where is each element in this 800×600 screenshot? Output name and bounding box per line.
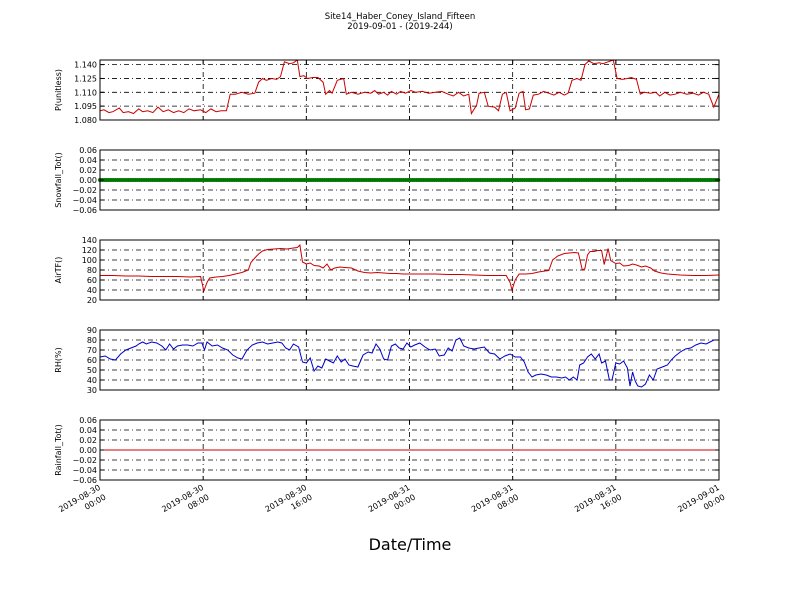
y-tick-label: 20 (87, 296, 97, 305)
y-tick-label: 0.02 (79, 166, 97, 175)
y-tick-label: 1.125 (74, 74, 97, 83)
y-tick-label: −0.06 (72, 206, 97, 215)
x-tick-label: 2019-08-3116:00 (573, 483, 623, 524)
panel-0: 1.080 1.095 1.110 1.125 1.140 P(unitless) (54, 59, 720, 125)
y-tick-label: 120 (82, 246, 97, 255)
y-tick-label: 80 (87, 336, 97, 345)
y-tick-label: 0.06 (79, 146, 97, 155)
y-tick-label: 80 (87, 266, 97, 275)
x-tick-label: 2019-08-3108:00 (470, 483, 520, 524)
y-tick-label: 0.04 (79, 426, 97, 435)
y-tick-label: −0.04 (72, 466, 97, 475)
y-tick-label: 0.06 (79, 416, 97, 425)
y-tick-label: 1.095 (74, 102, 97, 111)
x-axis-label: Date/Time (369, 535, 452, 554)
y-tick-label: −0.02 (72, 186, 97, 195)
x-tick-label: 2019-08-3100:00 (367, 483, 417, 524)
chart-title: Site14_Haber_Coney_Island_Fifteen (325, 12, 476, 22)
y-tick-label: −0.06 (72, 476, 97, 485)
y-tick-label: 1.110 (74, 88, 97, 97)
y-tick-label: 1.140 (74, 61, 97, 70)
y-tick-label: −0.04 (72, 196, 97, 205)
y-tick-label: 0.04 (79, 156, 97, 165)
y-tick-label: 60 (87, 356, 97, 365)
series-line-3 (100, 337, 719, 388)
y-axis-label: Snowfall_Tot() (54, 152, 63, 208)
y-tick-label: 40 (87, 376, 97, 385)
y-tick-label: 90 (87, 326, 97, 335)
x-tick-label: 2019-08-3000:00 (57, 483, 107, 524)
series-line-2 (100, 243, 719, 293)
y-axis-label: P(unitless) (54, 69, 63, 111)
y-tick-label: 50 (87, 366, 97, 375)
y-axis-label: AirTF() (54, 257, 63, 284)
y-tick-label: 0.00 (79, 446, 97, 455)
chart-subtitle: 2019-09-01 - (2019-244) (347, 22, 452, 32)
chart-panels: 1.080 1.095 1.110 1.125 1.140 P(unitless) −0.0… (54, 59, 721, 485)
y-tick-label: 40 (87, 286, 97, 295)
x-tick-labels: 2019-08-3000:00 2019-08-3008:00 2019-08-30… (57, 483, 726, 524)
x-tick-label: 2019-08-3008:00 (160, 483, 210, 524)
y-tick-label: 1.080 (74, 116, 97, 125)
series-line-0 (100, 60, 719, 115)
y-tick-label: 30 (87, 386, 97, 395)
x-tick-label: 2019-08-3016:00 (264, 483, 314, 524)
y-tick-label: 100 (82, 256, 97, 265)
y-axis-label: RH(%) (54, 347, 63, 372)
panel-4: −0.06−0.04−0.020.000.020.040.06 Rainfall_… (54, 416, 720, 485)
y-tick-label: 60 (87, 276, 97, 285)
y-tick-label: 0.02 (79, 436, 97, 445)
y-axis-label: Rainfall_Tot() (54, 424, 63, 476)
x-tick-label: 2019-09-0100:00 (676, 483, 726, 524)
y-tick-label: 0.00 (79, 176, 97, 185)
y-tick-label: −0.02 (72, 456, 97, 465)
panel-1: −0.06−0.04−0.020.000.020.040.06 Snowfall_… (54, 146, 721, 215)
y-tick-label: 140 (82, 236, 97, 245)
y-tick-label: 70 (87, 346, 97, 355)
